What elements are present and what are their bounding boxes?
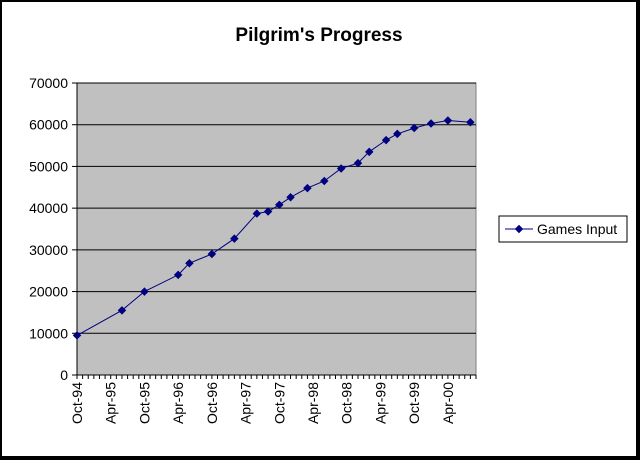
data-point bbox=[173, 270, 183, 280]
data-point bbox=[409, 123, 419, 133]
data-point bbox=[353, 158, 363, 168]
data-point bbox=[140, 287, 149, 296]
y-tick-label: 60000 bbox=[29, 117, 68, 133]
data-point bbox=[207, 249, 217, 259]
x-tick-label: Apr-95 bbox=[103, 382, 119, 424]
y-tick-label: 30000 bbox=[29, 242, 68, 258]
x-tick-label: Oct-95 bbox=[136, 382, 152, 424]
data-point bbox=[466, 117, 475, 127]
legend: Games Input bbox=[498, 215, 628, 243]
data-point bbox=[117, 306, 127, 315]
y-tick-label: 20000 bbox=[29, 284, 68, 300]
y-tick-label: 10000 bbox=[29, 325, 68, 341]
data-point bbox=[230, 234, 239, 243]
data-point bbox=[336, 164, 346, 173]
chart-frame: Pilgrim's Progress 0 10000 20000 30000 40000… bbox=[2, 2, 636, 456]
y-tick-label: 70000 bbox=[29, 75, 68, 91]
x-tick-label: Oct-94 bbox=[69, 382, 85, 424]
x-tick-label: Apr-98 bbox=[305, 382, 321, 424]
y-tick-label: 0 bbox=[60, 367, 68, 383]
data-point bbox=[393, 129, 402, 139]
x-tick-label: Oct-99 bbox=[406, 382, 422, 424]
data-point bbox=[72, 331, 82, 340]
data-point bbox=[320, 176, 329, 186]
plot-area bbox=[76, 82, 477, 376]
x-tick-label: Oct-96 bbox=[204, 382, 220, 424]
data-point bbox=[443, 116, 453, 125]
data-point bbox=[426, 119, 436, 128]
data-point bbox=[275, 200, 284, 210]
data-point bbox=[364, 147, 374, 157]
x-tick-label: Apr-97 bbox=[238, 382, 254, 424]
x-tick-label: Oct-97 bbox=[271, 382, 287, 424]
x-tick-label: Apr-99 bbox=[372, 382, 388, 424]
series-line bbox=[76, 119, 471, 336]
data-point bbox=[381, 135, 391, 145]
x-tick-label: Oct-98 bbox=[339, 382, 355, 424]
data-point bbox=[303, 183, 312, 193]
x-tick-label: Apr-96 bbox=[170, 382, 186, 424]
chart-title: Pilgrim's Progress bbox=[235, 25, 402, 46]
legend-label: Games Input bbox=[537, 221, 617, 237]
data-point bbox=[185, 258, 194, 268]
data-point bbox=[252, 209, 262, 218]
y-tick-label: 40000 bbox=[29, 200, 68, 216]
data-point bbox=[286, 193, 295, 202]
x-tick-label: Apr-00 bbox=[440, 382, 456, 424]
series-games-input bbox=[72, 116, 475, 340]
data-point bbox=[263, 207, 273, 216]
y-tick-label: 50000 bbox=[29, 158, 68, 174]
line-chart: Pilgrim's Progress 0 10000 20000 30000 40000… bbox=[29, 25, 628, 424]
axes: 0 10000 20000 30000 40000 50000 60000 70000 Oct-… bbox=[29, 75, 477, 424]
